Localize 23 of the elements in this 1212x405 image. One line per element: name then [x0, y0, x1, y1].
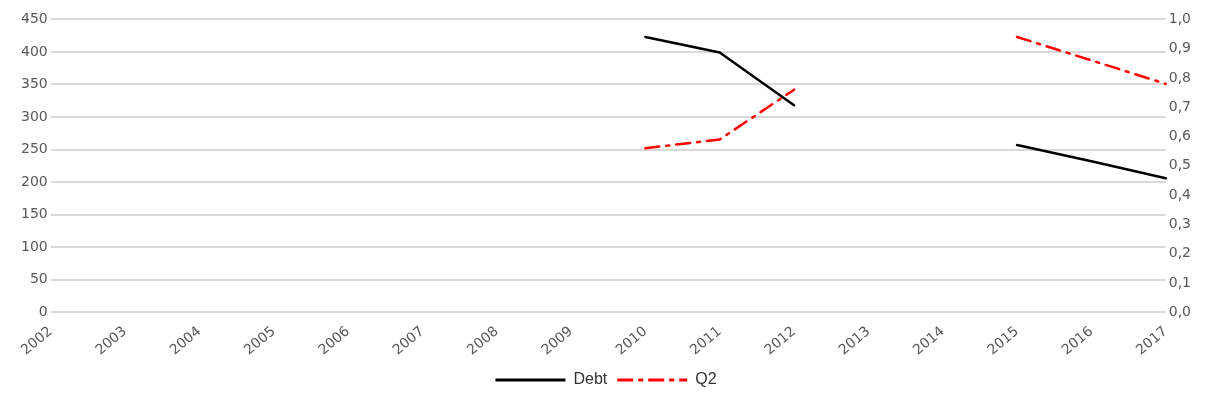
y-tick-label: 50: [29, 270, 48, 287]
y2-tick-label: 0,5: [1168, 156, 1191, 173]
y2-tick-label: 0,9: [1168, 39, 1191, 56]
y-tick-label: 0: [38, 302, 48, 319]
y2-tick-label: 0,1: [1168, 273, 1191, 290]
y2-tick-label: 0,7: [1168, 97, 1191, 114]
y-tick-label: 400: [20, 42, 48, 59]
y2-tick-label: 0,6: [1168, 127, 1192, 144]
y2-tick-label: 0,0: [1168, 302, 1191, 319]
y2-tick-label: 0,4: [1168, 185, 1192, 202]
y2-tick-label: 0,3: [1168, 215, 1191, 232]
y-tick-label: 200: [20, 172, 48, 189]
y2-tick-label: 1,0: [1168, 10, 1191, 27]
y2-tick-label: 0,8: [1168, 68, 1191, 85]
y-tick-label: 100: [20, 237, 48, 254]
y-tick-label: 450: [20, 10, 48, 27]
y-tick-label: 150: [20, 205, 48, 222]
legend-label: Q2: [695, 370, 717, 388]
y2-tick-label: 0,2: [1168, 244, 1191, 261]
y-tick-label: 350: [20, 75, 48, 92]
y-tick-label: 250: [20, 140, 48, 157]
y-tick-label: 300: [20, 107, 48, 124]
legend-label: Debt: [573, 370, 608, 388]
